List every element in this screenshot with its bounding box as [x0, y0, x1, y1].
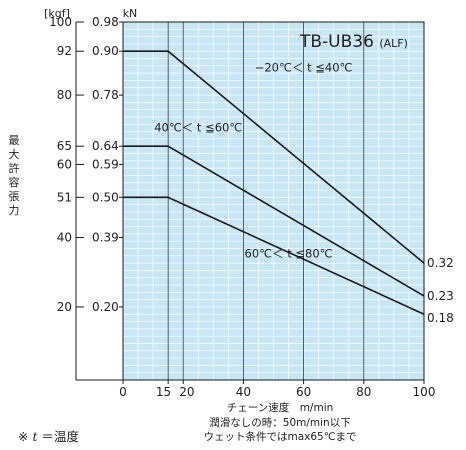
kgf-tick-label: 100 [49, 15, 72, 29]
x-tick-label: 80 [356, 385, 371, 399]
kn-tick-label: 0.90 [92, 44, 119, 58]
kn-unit-label: kN [123, 7, 138, 20]
x-tick-label: 60 [296, 385, 311, 399]
axes [75, 21, 425, 384]
series-name-label: −20℃＜ t ≦40℃ [255, 60, 353, 74]
series-name-label: 40℃＜ t ≦60℃ [154, 121, 242, 135]
kgf-tick-label: 65 [57, 139, 72, 153]
kgf-tick-label: 20 [57, 300, 72, 314]
kgf-tick-label: 51 [57, 190, 72, 204]
kgf-unit-label: [kgf] [44, 7, 70, 20]
series-line [123, 50, 425, 264]
footnote: ※ t ＝温度 [18, 426, 79, 445]
kn-tick-label: 0.59 [92, 157, 119, 171]
kgf-tick-label: 92 [57, 44, 72, 58]
series-name-label: 60℃＜ t ≦80℃ [245, 247, 333, 261]
model-title: TB-UB36 (ALF) [299, 32, 408, 52]
series-line [123, 145, 425, 297]
x-tick-label: 0 [119, 385, 127, 399]
kn-tick-label: 0.50 [92, 190, 119, 204]
model-label: TB-UB36 [299, 32, 374, 52]
grid-lines [123, 22, 424, 380]
x-axis-label: チェーン速度 m/min [226, 402, 334, 414]
kn-tick-label: 0.78 [92, 88, 119, 102]
kgf-tick-label: 80 [57, 88, 72, 102]
series-lines [123, 50, 425, 315]
footnote-t: t [32, 429, 38, 444]
kn-tick-label: 0.64 [92, 139, 119, 153]
note-wet-condition: ウェット条件ではmax65℃まで [203, 431, 357, 443]
kgf-tick-label: 60 [57, 157, 72, 171]
chart-labels: 100 0.98 92 0.90 80 0.78 65 0.64 60 0.59 51 0.50 40 0… [49, 15, 454, 399]
series-end-label: 0.32 [427, 256, 454, 270]
x-tick-label: 40 [236, 385, 251, 399]
note-lubrication: 潤滑なしの時：50m/min以下 [209, 417, 351, 429]
plot-frame [122, 21, 425, 381]
series-line [123, 196, 425, 315]
x-tick-label: 20 [179, 385, 194, 399]
kn-tick-label: 0.98 [92, 15, 119, 29]
series-end-label: 0.23 [427, 289, 454, 303]
model-suffix: (ALF) [379, 37, 408, 50]
x-tick-label: 100 [413, 385, 436, 399]
series-end-label: 0.18 [427, 311, 454, 325]
kgf-tick-label: 40 [57, 231, 72, 245]
y-axis-label: 最大許容張力 [8, 134, 20, 217]
footnote-prefix: ※ [18, 429, 33, 444]
kn-tick-label: 0.20 [92, 300, 119, 314]
x-tick-label: 15 [156, 385, 171, 399]
footnote-text: ＝温度 [37, 429, 79, 444]
kn-tick-label: 0.39 [92, 231, 119, 245]
